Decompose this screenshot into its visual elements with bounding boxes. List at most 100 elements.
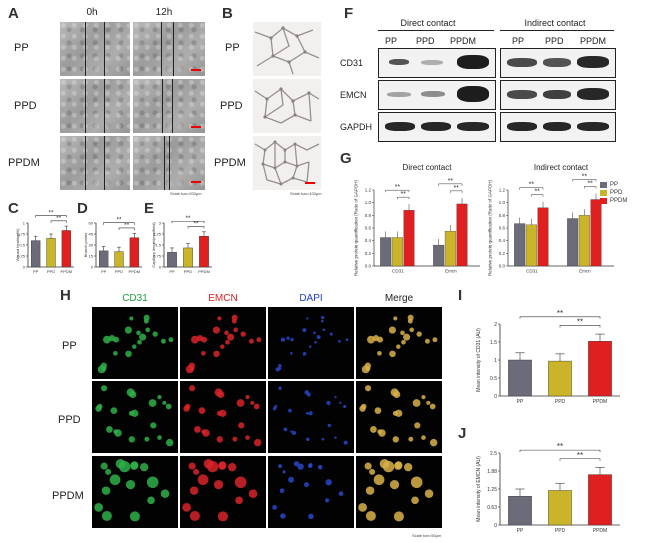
cell-marker xyxy=(302,352,307,356)
cell-marker xyxy=(317,464,323,470)
fluorescence-image-dapi-pp xyxy=(268,307,354,379)
y-axis-label: Capillary length(mm/field) xyxy=(151,222,156,268)
significance-bracket xyxy=(171,220,205,224)
cell-marker xyxy=(225,339,230,345)
y-tick-label: 0.6 xyxy=(499,226,506,231)
wound-image-ppd-0h xyxy=(60,79,130,133)
cell-marker xyxy=(203,458,214,469)
legend-label: PPDM xyxy=(610,198,628,204)
significance-stars: ** xyxy=(453,185,459,192)
fluorescence-image-cd31-ppd xyxy=(92,381,178,453)
legend-item-ppd: PPD xyxy=(600,190,627,196)
cell-marker xyxy=(388,326,396,334)
cell-marker xyxy=(157,435,162,440)
cell-marker xyxy=(197,474,209,486)
cell-marker xyxy=(400,330,405,336)
y-tick-label: 0.8 xyxy=(499,213,506,218)
cell-marker xyxy=(144,436,150,442)
tube-image-ppdm xyxy=(253,136,321,190)
x-tick-label: PPDM xyxy=(129,269,141,274)
cell-marker xyxy=(216,410,222,416)
significance-stars: ** xyxy=(577,451,583,460)
cell-marker xyxy=(220,344,225,349)
significance-bracket xyxy=(559,325,601,328)
x-tick-label: PPDM xyxy=(593,399,607,405)
significance-stars: ** xyxy=(117,217,122,224)
blot-gapdh-indirect xyxy=(500,112,616,142)
y-tick-label: 1.88 xyxy=(487,469,497,475)
panel-label-d: D xyxy=(77,200,88,217)
time-label-12h: 12h xyxy=(155,7,173,18)
cell-marker xyxy=(100,462,108,470)
significance-bracket xyxy=(118,227,135,230)
cell-marker xyxy=(217,390,225,399)
y-tick-label: 1.25 xyxy=(487,487,497,493)
bar-ppdm-emcn xyxy=(590,199,602,267)
cell-marker xyxy=(272,504,278,510)
cell-marker xyxy=(338,339,341,343)
significance-bracket xyxy=(519,449,601,453)
cell-marker xyxy=(305,411,309,415)
y-tick-label: 0 xyxy=(91,264,94,269)
cell-marker xyxy=(234,476,247,489)
cell-marker xyxy=(424,489,434,498)
cell-marker xyxy=(139,462,149,472)
significance-stars: ** xyxy=(582,173,588,180)
fluorescence-image-dapi-ppdm xyxy=(268,456,354,528)
cell-marker xyxy=(403,333,411,341)
cell-marker xyxy=(189,510,200,521)
cell-marker xyxy=(327,423,332,428)
y-tick-label: 0 xyxy=(23,264,26,269)
blot-header-indirect: Indirect contact xyxy=(524,18,586,28)
wound-image-pp-12h xyxy=(133,22,205,76)
bar-ppd xyxy=(548,360,572,397)
y-tick-label: 0.75 xyxy=(17,231,26,236)
cell-marker xyxy=(288,476,294,483)
fluorescence-image-dapi-ppd xyxy=(268,381,354,453)
x-tick-label: PPD xyxy=(555,528,566,534)
cell-marker xyxy=(412,399,421,407)
significance-bracket xyxy=(450,190,463,193)
cell-marker xyxy=(250,400,255,405)
cell-marker xyxy=(343,404,347,409)
significance-stars: ** xyxy=(557,309,563,318)
cell-marker xyxy=(290,337,294,342)
cell-marker xyxy=(235,496,243,505)
panel-label-c: C xyxy=(8,200,19,217)
fluorescence-image-emcn-ppdm xyxy=(180,456,266,528)
y-tick-label: 0.0 xyxy=(499,264,506,269)
bar-pp-cd31 xyxy=(514,223,526,267)
significance-stars: ** xyxy=(186,215,191,222)
blot-emcn-direct xyxy=(378,80,496,110)
cell-marker xyxy=(101,510,112,521)
cell-marker xyxy=(189,486,199,495)
chart-g-indirect: Indirect contact 0.0 0.2 0.4 0.6 0.8 1.0 1.2 Rel… xyxy=(488,163,614,276)
y-tick-label: 0.0 xyxy=(365,264,372,269)
y-tick-label: 0 xyxy=(494,523,497,529)
significance-bracket xyxy=(519,187,544,190)
y-tick-label: 0.6 xyxy=(365,226,372,231)
blot-cd31-direct xyxy=(378,48,496,78)
cell-marker xyxy=(231,318,237,324)
scale-bar xyxy=(191,181,201,183)
cell-marker xyxy=(114,429,122,437)
panel-label-a: A xyxy=(8,5,19,22)
cell-marker xyxy=(364,385,372,392)
row-label-ppd-h: PPD xyxy=(58,414,81,426)
cell-marker xyxy=(253,403,260,410)
cell-marker xyxy=(378,429,386,437)
panel-label-i: I xyxy=(458,287,463,304)
cell-marker xyxy=(306,437,310,442)
row-label-ppdm-h: PPDM xyxy=(52,490,84,502)
bar-ppdm-cd31 xyxy=(403,210,415,267)
scale-bar xyxy=(191,69,201,71)
cell-marker xyxy=(278,367,282,370)
col-label-merge: Merge xyxy=(384,293,414,304)
y-tick-label: 1.2 xyxy=(499,188,506,193)
cell-marker xyxy=(394,461,403,470)
cell-marker xyxy=(389,350,396,358)
cell-marker xyxy=(212,326,220,334)
blot-cd31-indirect xyxy=(500,48,616,78)
significance-bracket xyxy=(584,186,597,189)
